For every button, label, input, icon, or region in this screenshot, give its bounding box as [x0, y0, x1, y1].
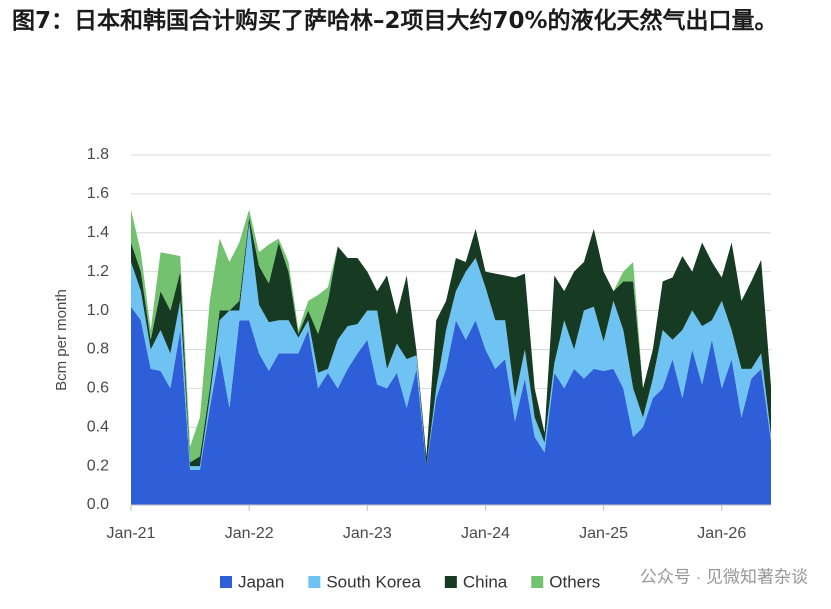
area-0 — [131, 306, 771, 505]
legend-label: Others — [549, 572, 600, 591]
x-tick-label: Jan-25 — [579, 525, 628, 542]
x-tick-label: Jan-22 — [225, 525, 274, 542]
y-tick-label: 1.0 — [87, 302, 109, 319]
y-axis-label: Bcm per month — [53, 289, 70, 391]
watermark: 公众号 · 见微知著杂谈 — [640, 567, 808, 586]
area-3 — [131, 209, 771, 463]
y-tick-label: 0.6 — [87, 380, 109, 397]
legend-item: South Korea — [308, 572, 421, 591]
y-tick-label: 1.4 — [87, 224, 109, 241]
x-tick-label: Jan-24 — [461, 525, 510, 542]
legend-label: China — [463, 572, 508, 591]
x-tick-label: Jan-23 — [343, 525, 392, 542]
chart-title: 图7：日本和韩国合计购买了萨哈林–2项目大约70%的液化天然气出口量。 — [12, 8, 778, 34]
y-tick-label: 0.8 — [87, 341, 109, 358]
legend-swatch — [444, 576, 457, 588]
legend-swatch — [308, 576, 321, 588]
x-tick-label: Jan-26 — [697, 525, 746, 542]
y-tick-label: 1.2 — [87, 263, 109, 280]
y-tick-label: 1.8 — [87, 146, 109, 163]
y-tick-label: 0.4 — [87, 418, 109, 435]
legend-label: South Korea — [326, 572, 421, 591]
legend-item: China — [444, 572, 508, 591]
legend-item: Japan — [220, 572, 284, 591]
legend-swatch — [220, 576, 232, 588]
x-tick-label: Jan-21 — [107, 525, 156, 542]
legend-swatch — [531, 576, 544, 588]
y-tick-label: 0.2 — [87, 457, 109, 474]
y-tick-label: 0.0 — [87, 496, 109, 513]
legend-label: Japan — [238, 572, 284, 591]
legend-item: Others — [531, 572, 600, 591]
y-tick-label: 1.6 — [87, 185, 109, 202]
area-1 — [131, 223, 771, 470]
